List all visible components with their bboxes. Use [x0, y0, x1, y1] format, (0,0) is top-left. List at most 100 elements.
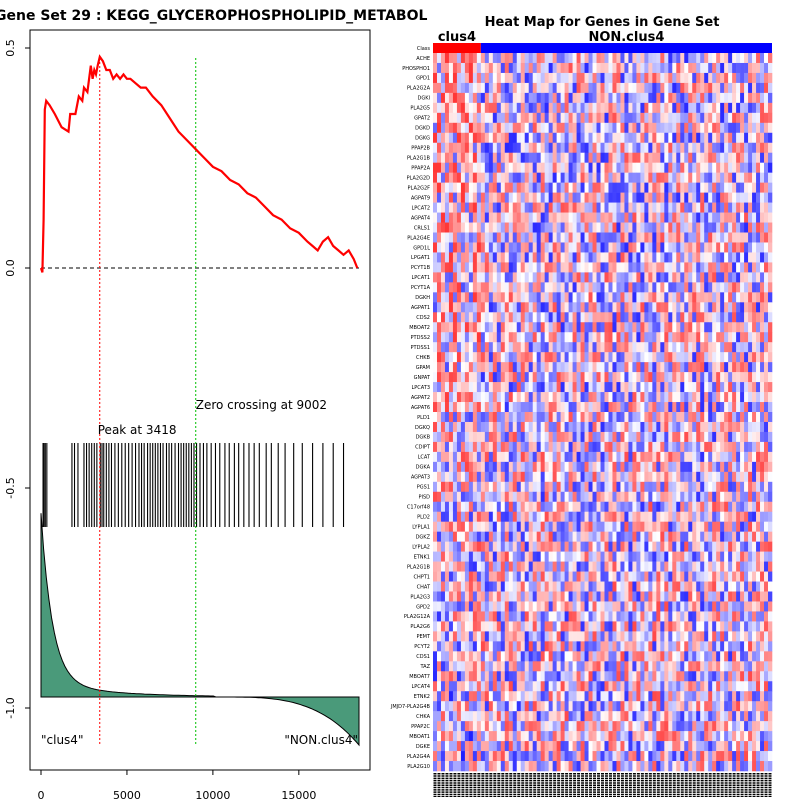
heatmap-cell	[668, 272, 673, 283]
heatmap-cell	[684, 232, 689, 243]
heatmap-cell	[640, 561, 645, 572]
heatmap-cell	[596, 112, 601, 124]
heatmap-cell	[472, 501, 478, 513]
heatmap-cell	[592, 372, 597, 383]
heatmap-cell	[640, 511, 645, 522]
heatmap-cell	[696, 332, 701, 343]
heatmap-cell	[724, 611, 729, 622]
heatmap-cell	[764, 72, 769, 84]
heatmap-cell	[704, 571, 709, 582]
heatmap-cell	[696, 322, 701, 333]
heatmap-cell	[484, 392, 490, 403]
heatmap-cell	[536, 112, 541, 124]
heatmap-cell	[664, 242, 669, 253]
heatmap-cell	[716, 402, 721, 413]
heatmap-cell	[576, 132, 581, 144]
heatmap-cell	[508, 611, 514, 622]
heatmap-cell	[676, 412, 681, 423]
heatmap-cell	[448, 362, 454, 373]
heatmap-cell	[532, 491, 537, 503]
heatmap-cell	[540, 202, 545, 213]
heatmap-cell	[448, 152, 454, 163]
heatmap-cell	[588, 342, 593, 353]
heatmap-cell	[448, 441, 454, 453]
heatmap-cell	[568, 521, 573, 532]
heatmap-cell	[636, 471, 641, 483]
heatmap-cell	[592, 92, 597, 104]
heatmap-cell	[536, 192, 541, 203]
heatmap-cell	[716, 591, 721, 602]
heatmap-cell	[468, 92, 474, 104]
heatmap-cell	[696, 342, 701, 353]
heatmap-cell	[640, 551, 645, 562]
heatmap-cell	[548, 182, 553, 193]
heatmap-cell	[588, 421, 593, 433]
heatmap-cell	[724, 581, 729, 592]
running-es-line	[39, 54, 359, 273]
heatmap-cell	[452, 441, 458, 453]
heatmap-cell	[436, 521, 442, 532]
heatmap-cell	[532, 342, 537, 353]
heatmap-cell	[556, 262, 561, 273]
heatmap-cell	[604, 132, 609, 144]
heatmap-cell	[596, 222, 601, 233]
heatmap-cell	[544, 441, 549, 453]
heatmap-cell	[644, 92, 649, 104]
heatmap-cell	[600, 591, 605, 602]
heatmap-cell	[532, 202, 537, 213]
heatmap-cell	[752, 561, 757, 572]
heatmap-cell	[468, 621, 474, 632]
heatmap-cell	[740, 571, 745, 582]
heatmap-cell	[492, 372, 498, 383]
heatmap-cell	[468, 262, 474, 273]
heatmap-cell	[436, 212, 442, 223]
heatmap-cell	[488, 372, 494, 383]
heatmap-cell	[508, 222, 514, 233]
heatmap-cell	[756, 222, 761, 233]
heatmap-cell	[652, 192, 657, 203]
heatmap-cell	[436, 531, 442, 542]
heatmap-cell	[688, 62, 693, 74]
heatmap-cell	[564, 53, 569, 64]
heatmap-cell	[476, 541, 482, 552]
heatmap-cell	[728, 202, 733, 213]
heatmap-cell	[732, 342, 737, 353]
heatmap-cell	[456, 382, 462, 393]
heatmap-cell	[628, 252, 633, 263]
heatmap-cell	[720, 372, 725, 383]
heatmap-cell	[456, 252, 462, 263]
heatmap-cell	[624, 312, 629, 323]
heatmap-cell	[656, 112, 661, 124]
heatmap-cell	[720, 412, 725, 423]
heatmap-cell	[724, 332, 729, 343]
heatmap-cell	[588, 112, 593, 124]
heatmap-cell	[692, 471, 697, 483]
heatmap-cell	[640, 152, 645, 163]
heatmap-cell	[564, 292, 569, 303]
heatmap-cell	[756, 332, 761, 343]
heatmap-cell	[668, 252, 673, 263]
heatmap-cell	[672, 172, 677, 183]
heatmap-cell	[752, 202, 757, 213]
heatmap-cell	[692, 302, 697, 313]
heatmap-title: Heat Map for Genes in Gene Set	[485, 15, 720, 30]
heatmap-cell	[544, 521, 549, 532]
heatmap-cell	[572, 292, 577, 303]
heatmap-cell	[468, 481, 474, 493]
heatmap-cell	[664, 471, 669, 483]
heatmap-cell	[580, 621, 585, 632]
heatmap-cell	[556, 521, 561, 532]
heatmap-cell	[672, 461, 677, 473]
heatmap-cell	[520, 561, 526, 572]
heatmap-cell	[433, 262, 438, 273]
heatmap-cell	[536, 421, 541, 433]
heatmap-cell	[748, 451, 753, 463]
heatmap-cell	[640, 212, 645, 223]
heatmap-cell	[528, 481, 534, 493]
heatmap-cell	[712, 122, 717, 134]
heatmap-cell	[452, 112, 458, 124]
heatmap-cell	[516, 561, 522, 572]
heatmap-cell	[680, 242, 685, 253]
heatmap-cell	[748, 242, 753, 253]
heatmap-cell	[628, 511, 633, 522]
